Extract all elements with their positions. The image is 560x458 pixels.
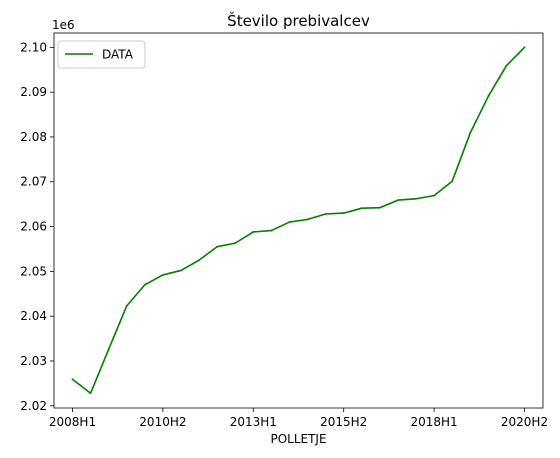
data-point	[415, 197, 417, 200]
y-tick-label: 2.07	[20, 175, 47, 189]
data-point	[342, 212, 345, 215]
data-point	[89, 392, 92, 395]
x-tick-label: 2013H1	[230, 415, 277, 429]
legend: DATA	[57, 40, 146, 69]
x-tick-label: 2020H2	[501, 415, 548, 429]
data-point	[523, 46, 526, 49]
x-axis-label: POLLETJE	[270, 432, 326, 446]
data-point	[143, 283, 146, 286]
data-point	[306, 218, 309, 221]
series-layer	[71, 46, 526, 395]
y-tick-label: 2.05	[20, 264, 47, 278]
y-tick-label: 2.08	[20, 130, 47, 144]
data-point	[198, 259, 200, 262]
data-point	[433, 194, 435, 197]
data-point	[162, 274, 164, 276]
data-point	[270, 229, 273, 232]
y-tick-label: 2.10	[20, 40, 47, 54]
data-point	[360, 207, 363, 210]
data-point	[180, 269, 182, 272]
y-offset-label: 1e6	[52, 18, 75, 32]
chart-title: Število prebivalcev	[227, 11, 370, 30]
data-point	[378, 206, 381, 209]
y-tick-label: 2.09	[20, 85, 47, 99]
data-point	[324, 213, 327, 215]
data-point	[71, 378, 74, 381]
data-point	[451, 180, 454, 183]
y-axis-ticks: 2.02 2.03 2.04 2.05 2.06 2.07 2.08 2.09 2.10	[20, 40, 54, 413]
y-tick-label: 2.02	[20, 399, 47, 413]
data-point	[288, 221, 291, 223]
data-point	[216, 245, 219, 248]
data-point	[234, 242, 237, 245]
x-tick-label: 2015H2	[320, 415, 367, 429]
y-tick-label: 2.06	[20, 220, 47, 234]
legend-box	[57, 40, 146, 69]
data-point	[505, 64, 508, 67]
legend-label: DATA	[102, 48, 134, 62]
y-tick-label: 2.03	[20, 354, 47, 368]
x-tick-label: 2008H1	[49, 415, 96, 429]
data-point	[125, 304, 128, 307]
x-tick-label: 2010H2	[139, 415, 186, 429]
x-axis-ticks: 2008H1 2010H2 2013H1 2015H2 2018H1 2020H2	[49, 408, 548, 429]
data-point	[107, 348, 110, 351]
y-tick-label: 2.04	[20, 309, 47, 323]
x-tick-label: 2018H1	[410, 415, 457, 429]
data-point	[487, 95, 490, 98]
data-point	[397, 199, 399, 202]
data-point	[469, 132, 472, 134]
data-point	[252, 231, 255, 233]
series-line-0	[72, 46, 526, 395]
